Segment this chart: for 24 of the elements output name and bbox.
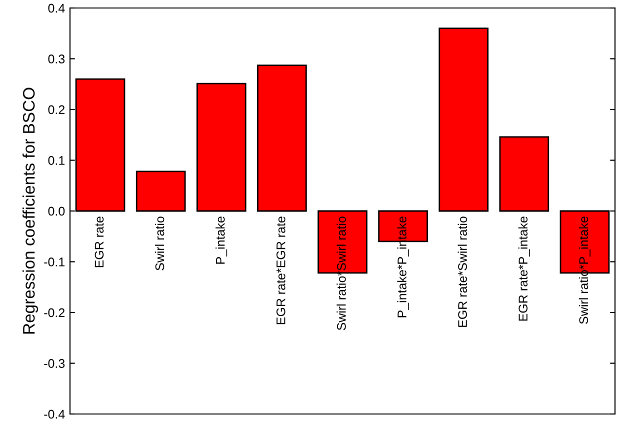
x-tick-label: Swirl ratio	[155, 216, 164, 270]
x-tick-label: P_intake*P_intake	[397, 216, 409, 318]
x-tick-label: EGR rate*Swirl ratio	[458, 216, 467, 327]
x-tick-label: EGR rate*P_intake	[518, 216, 530, 321]
y-tick-label: 0.1	[48, 156, 65, 165]
bar	[257, 64, 307, 212]
y-tick-label: -0.3	[44, 359, 65, 368]
y-tick-label: -0.4	[44, 410, 65, 419]
y-tick-label: 0.0	[48, 206, 65, 216]
y-axis-title: Regression coefficients for BSCO	[22, 88, 38, 334]
bar	[136, 170, 186, 212]
bar	[499, 136, 550, 212]
y-tick-label: -0.2	[44, 308, 65, 318]
x-tick-label: EGR rate	[94, 216, 104, 268]
x-tick-label: P_intake	[216, 216, 228, 264]
y-tick-label: -0.1	[44, 258, 65, 266]
y-tick-label: 0.3	[48, 54, 65, 64]
bar	[196, 82, 246, 212]
bar	[438, 28, 489, 212]
y-tick-label: 0.4	[48, 4, 65, 13]
y-tick-label: 0.2	[48, 105, 65, 114]
x-tick-label: Swirl ratio*Swirl ratio	[336, 216, 346, 330]
x-tick-label: EGR rate*EGR rate	[276, 216, 286, 324]
x-tick-label: Swirl ratio*P_intake	[578, 216, 590, 324]
